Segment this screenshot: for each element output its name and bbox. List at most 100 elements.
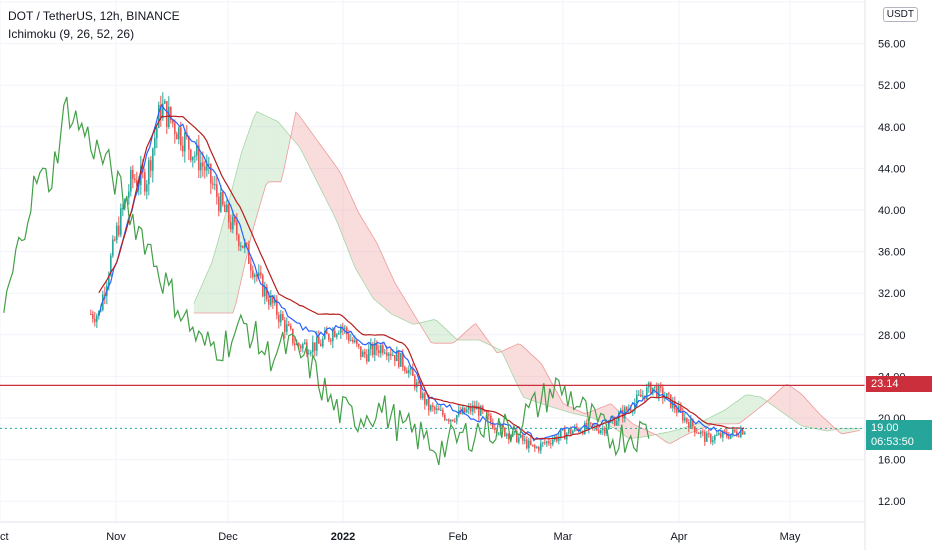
candle-body <box>544 442 546 444</box>
candle-body <box>446 419 448 421</box>
candle-body <box>694 426 696 433</box>
candle-body <box>176 133 178 140</box>
cloud-segment <box>559 397 563 411</box>
cloud-segment <box>805 398 809 428</box>
cloud-segment <box>799 392 803 427</box>
candle-body <box>488 414 490 416</box>
time-tick-label: ct <box>0 531 9 543</box>
cloud-segment <box>292 112 296 143</box>
cloud-segment <box>334 164 338 224</box>
candle-body <box>656 386 658 397</box>
candle-body <box>128 191 130 198</box>
candle-body <box>178 127 180 140</box>
candle-body <box>520 434 522 438</box>
cloud-segment <box>472 323 476 340</box>
candle-body <box>310 352 312 354</box>
candle-body <box>454 420 456 422</box>
candle-body <box>162 103 164 118</box>
candle-body <box>152 148 154 171</box>
candle-body <box>434 407 436 410</box>
candle-body <box>438 408 440 411</box>
candle-body <box>288 324 290 326</box>
price-tick-label: 48.00 <box>878 122 906 134</box>
cloud-segment <box>850 428 854 433</box>
cloud-segment <box>238 151 242 291</box>
candle-body <box>710 434 712 442</box>
candle-body <box>536 447 538 449</box>
candle-body <box>666 393 668 398</box>
symbol-title[interactable]: DOT / TetherUS, 12h, BINANCE <box>8 9 180 23</box>
candle-body <box>432 405 434 408</box>
cloud-segment <box>460 333 464 340</box>
candle-body <box>672 401 674 408</box>
currency-unit-label[interactable]: USDT <box>882 7 918 22</box>
candle-body <box>90 314 92 315</box>
price-tick-label: 28.00 <box>878 330 906 342</box>
cloud-segment <box>280 124 284 182</box>
cloud-segment <box>253 111 257 227</box>
cloud-segment <box>451 334 455 344</box>
candle-countdown: 06:53:50 <box>871 436 914 448</box>
candle-body <box>356 340 358 344</box>
candle-body <box>350 339 352 341</box>
time-axis[interactable]: ct Nov Dec 2022 Feb Mar Apr May <box>0 521 865 543</box>
candle-body <box>564 429 566 440</box>
candle-body <box>480 406 482 416</box>
candle-body <box>240 245 242 247</box>
cloud-segment <box>193 296 197 313</box>
cloud-segment <box>412 312 416 325</box>
candle-body <box>498 433 500 435</box>
cloud-segment <box>406 302 410 323</box>
cloud-segment <box>712 414 716 425</box>
cloud-segment <box>481 331 485 343</box>
cloud-segment <box>682 427 686 437</box>
candle-body <box>312 342 314 353</box>
candle-body <box>294 343 296 346</box>
cloud-segment <box>508 346 512 373</box>
cloud-segment <box>514 343 518 386</box>
candle-body <box>714 435 716 441</box>
cloud-segment <box>517 343 521 393</box>
candle-body <box>250 263 252 271</box>
candle-body <box>704 431 706 442</box>
candle-body <box>550 443 552 445</box>
ichimoku-cloud <box>193 111 860 444</box>
candle-body <box>616 420 618 426</box>
candle-body <box>682 410 684 421</box>
cloud-segment <box>352 200 356 269</box>
candle-body <box>216 184 218 197</box>
candle-body <box>130 170 132 192</box>
candle-body <box>708 433 710 435</box>
cloud-segment <box>319 143 323 194</box>
candle-body <box>266 286 268 300</box>
cloud-segment <box>310 131 314 176</box>
candle-body <box>638 394 640 396</box>
candle-body <box>478 405 480 416</box>
resistance-value: 23.14 <box>871 378 899 390</box>
candle-body <box>598 430 600 434</box>
cloud-segment <box>379 249 383 307</box>
cloud-segment <box>787 384 791 419</box>
candle-body <box>452 419 454 421</box>
cloud-segment <box>328 156 332 211</box>
candle-body <box>320 343 322 347</box>
candle-body <box>526 439 528 449</box>
price-axis[interactable]: 56.00 52.00 48.00 44.00 40.00 36.00 32.00 28.00… <box>864 0 906 550</box>
candle-body <box>236 221 238 236</box>
cloud-segment <box>391 275 395 316</box>
cloud-segment <box>283 128 287 171</box>
indicator-legend[interactable]: Ichimoku (9, 26, 52, 26) <box>8 27 135 41</box>
cloud-segment <box>223 209 227 313</box>
cloud-segment <box>550 380 554 408</box>
cloud-segment <box>295 112 299 147</box>
candle-body <box>558 436 560 441</box>
candle-body <box>528 440 530 449</box>
candle-body <box>148 160 150 185</box>
candle-body <box>744 432 746 435</box>
cloud-segment <box>316 139 320 188</box>
cloud-segment <box>211 252 215 313</box>
candle-body <box>456 415 458 422</box>
candle-body <box>646 387 648 400</box>
cloud-segment <box>370 232 374 299</box>
